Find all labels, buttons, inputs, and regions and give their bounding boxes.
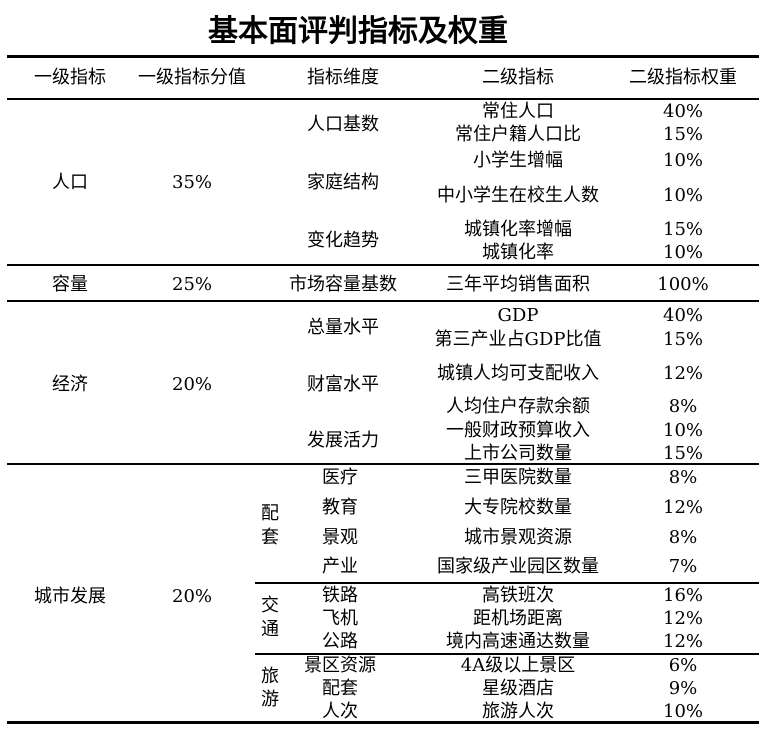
dimension: 配套 — [322, 678, 358, 699]
level2-name: 人均住户存款余额 — [446, 396, 590, 417]
level2-weight: 10% — [662, 242, 704, 263]
group-rule — [255, 653, 759, 655]
dimension: 人次 — [322, 701, 358, 722]
level1-score: 20% — [171, 586, 213, 607]
level2-name: 三年平均销售面积 — [446, 274, 590, 295]
level2-weight: 8% — [668, 467, 698, 488]
level2-name: 小学生增幅 — [473, 150, 563, 171]
level2-weight: 40% — [662, 305, 704, 326]
dimension: 发展活力 — [307, 430, 379, 451]
group-label: 旅 — [261, 666, 279, 687]
level2-name: 境内高速通达数量 — [446, 631, 590, 652]
level2-weight: 15% — [662, 124, 704, 145]
level2-name: 中小学生在校生人数 — [437, 185, 599, 206]
level2-name: 4A级以上景区 — [460, 655, 576, 676]
column-header: 二级指标 — [482, 67, 554, 88]
level2-weight: 15% — [662, 329, 704, 350]
level2-name: 三甲医院数量 — [464, 467, 572, 488]
dimension: 医疗 — [322, 467, 358, 488]
header-rule — [7, 98, 759, 100]
dimension: 人口基数 — [307, 114, 379, 135]
level2-weight: 12% — [662, 608, 704, 629]
level2-weight: 8% — [668, 396, 698, 417]
dimension: 铁路 — [322, 585, 358, 606]
level2-name: 星级酒店 — [482, 678, 554, 699]
level1-name: 人口 — [52, 172, 88, 193]
group-label: 游 — [261, 689, 279, 710]
dimension: 教育 — [322, 497, 358, 518]
section-rule — [7, 463, 759, 465]
level2-weight: 40% — [662, 101, 704, 122]
dimension: 财富水平 — [307, 374, 379, 395]
column-header: 二级指标权重 — [629, 67, 737, 88]
dimension: 景观 — [322, 527, 358, 548]
level1-score: 25% — [171, 274, 213, 295]
level2-name: 一般财政预算收入 — [446, 420, 590, 441]
level2-weight: 10% — [662, 185, 704, 206]
table-title: 基本面评判指标及权重 — [208, 14, 508, 49]
level1-name: 城市发展 — [34, 586, 106, 607]
level2-weight: 100% — [657, 274, 709, 295]
level1-name: 容量 — [52, 274, 88, 295]
level2-name: 国家级产业园区数量 — [437, 556, 599, 577]
column-header: 一级指标 — [34, 67, 106, 88]
level2-weight: 12% — [662, 363, 704, 384]
group-rule — [255, 582, 759, 584]
level2-weight: 10% — [662, 420, 704, 441]
bottom-rule — [7, 721, 759, 724]
dimension: 家庭结构 — [307, 172, 379, 193]
group-label: 配 — [261, 503, 279, 524]
level2-name: 城镇人均可支配收入 — [437, 363, 599, 384]
level2-name: 常住户籍人口比 — [455, 124, 581, 145]
level2-weight: 12% — [662, 497, 704, 518]
level2-weight: 7% — [668, 556, 698, 577]
top-rule — [7, 55, 759, 58]
level1-score: 35% — [171, 172, 213, 193]
group-label: 套 — [261, 527, 279, 548]
level2-name: GDP — [497, 305, 539, 326]
level2-weight: 12% — [662, 631, 704, 652]
dimension: 市场容量基数 — [289, 274, 397, 295]
level2-name: 距机场距离 — [473, 608, 563, 629]
section-rule — [7, 300, 759, 302]
level2-name: 城市景观资源 — [464, 527, 572, 548]
level2-name: 旅游人次 — [482, 701, 554, 722]
dimension: 总量水平 — [307, 317, 379, 338]
level2-weight: 10% — [662, 701, 704, 722]
section-rule — [7, 264, 759, 266]
level2-weight: 16% — [662, 585, 704, 606]
level1-score: 20% — [171, 374, 213, 395]
level2-name: 城镇化率 — [482, 242, 554, 263]
level2-name: 上市公司数量 — [464, 443, 572, 464]
group-label: 交 — [261, 595, 279, 616]
dimension: 变化趋势 — [307, 230, 379, 251]
group-label: 通 — [261, 619, 279, 640]
column-header: 一级指标分值 — [138, 67, 246, 88]
level2-weight: 15% — [662, 219, 704, 240]
dimension: 景区资源 — [304, 655, 376, 676]
level2-weight: 6% — [668, 655, 698, 676]
level2-weight: 10% — [662, 150, 704, 171]
level2-name: 城镇化率增幅 — [464, 219, 572, 240]
level2-weight: 9% — [668, 678, 698, 699]
level2-weight: 8% — [668, 527, 698, 548]
level2-name: 大专院校数量 — [464, 497, 572, 518]
dimension: 公路 — [322, 631, 358, 652]
level1-name: 经济 — [52, 374, 88, 395]
level2-name: 第三产业占GDP比值 — [434, 329, 602, 350]
level2-weight: 15% — [662, 443, 704, 464]
level2-name: 常住人口 — [482, 101, 554, 122]
dimension: 产业 — [322, 556, 358, 577]
column-header: 指标维度 — [307, 67, 379, 88]
level2-name: 高铁班次 — [482, 585, 554, 606]
dimension: 飞机 — [322, 608, 358, 629]
